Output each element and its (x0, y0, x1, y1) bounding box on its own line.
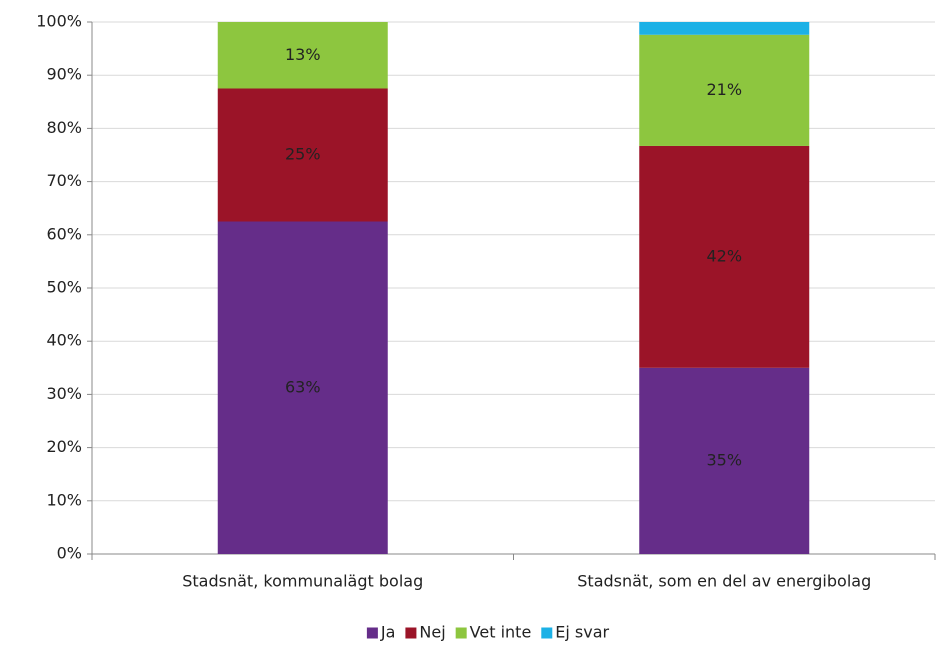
x-tick-label: Stadsnät, kommunalägt bolag (182, 572, 423, 591)
bar-segment (639, 34, 810, 146)
y-tick-label: 40% (46, 331, 82, 350)
y-tick-label: 90% (46, 65, 82, 84)
data-label: 25% (285, 145, 321, 164)
y-tick-label: 60% (46, 224, 82, 243)
y-tick-label: 20% (46, 437, 82, 456)
x-tick-label: Stadsnät, som en del av energibolag (577, 572, 871, 591)
data-label: 63% (285, 377, 321, 396)
y-tick-label: 10% (46, 490, 82, 509)
y-tick-label: 0% (57, 544, 82, 563)
y-tick-label: 50% (46, 278, 82, 297)
bar-segment (639, 145, 810, 368)
bar-segment (217, 88, 388, 222)
bar-segment (639, 22, 810, 35)
legend-label: Ej svar (555, 623, 609, 642)
y-tick-label: 30% (46, 384, 82, 403)
y-tick-label: 80% (46, 118, 82, 137)
data-label: 21% (706, 80, 742, 99)
data-label: 13% (285, 45, 321, 64)
data-label: 35% (706, 450, 742, 469)
data-label: 42% (706, 246, 742, 265)
legend-label: Nej (419, 623, 445, 642)
legend-swatch (455, 627, 467, 639)
legend-swatch (366, 627, 378, 639)
bar-segment (217, 221, 388, 554)
bar-segment (217, 22, 388, 89)
y-tick-label: 100% (36, 12, 82, 31)
legend-swatch (541, 627, 553, 639)
legend-label: Ja (380, 623, 396, 642)
y-tick-label: 70% (46, 171, 82, 190)
bar-segment (639, 367, 810, 554)
legend-label: Vet inte (470, 623, 532, 642)
legend-swatch (405, 627, 417, 639)
